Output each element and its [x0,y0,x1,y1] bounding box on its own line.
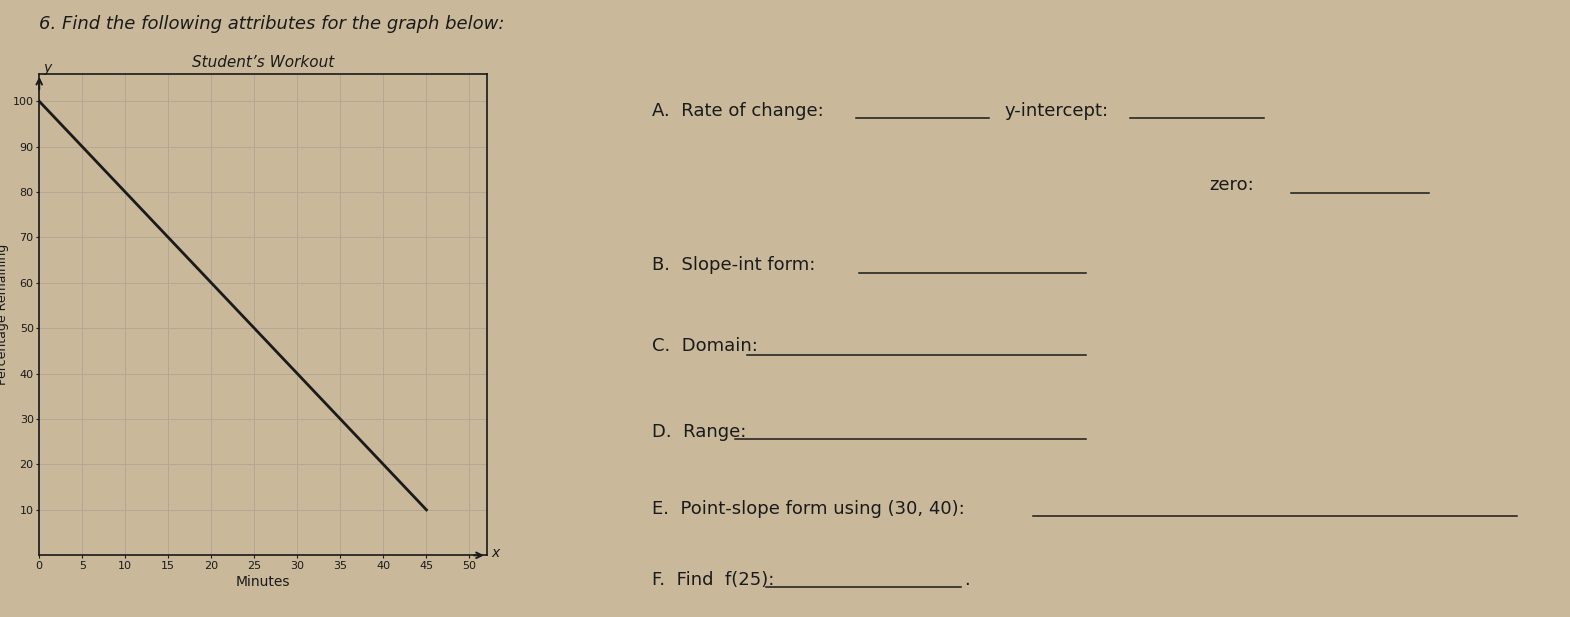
Text: .: . [964,571,970,589]
Text: x: x [491,546,499,560]
Text: E.  Point-slope form using (30, 40):: E. Point-slope form using (30, 40): [652,500,964,518]
Text: C.  Domain:: C. Domain: [652,336,757,355]
X-axis label: Minutes: Minutes [236,575,290,589]
Text: y-intercept:: y-intercept: [1005,102,1108,120]
Text: zero:: zero: [1209,176,1254,194]
Text: D.  Range:: D. Range: [652,423,746,441]
Text: B.  Slope-int form:: B. Slope-int form: [652,256,815,275]
Text: 6. Find the following attributes for the graph below:: 6. Find the following attributes for the… [39,15,504,33]
Text: y: y [44,60,52,75]
Title: Student’s Workout: Student’s Workout [192,55,334,70]
Text: F.  Find  f(25):: F. Find f(25): [652,571,774,589]
Text: A.  Rate of change:: A. Rate of change: [652,102,823,120]
Y-axis label: Percentage Remaining: Percentage Remaining [0,244,8,385]
